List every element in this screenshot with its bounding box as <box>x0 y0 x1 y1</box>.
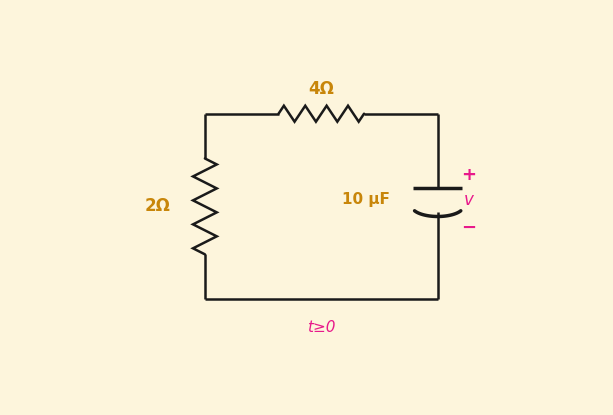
Text: +: + <box>461 166 476 184</box>
Text: 4Ω: 4Ω <box>308 80 334 98</box>
Text: t≥0: t≥0 <box>307 320 335 335</box>
Text: 10 μF: 10 μF <box>343 193 390 208</box>
Text: v: v <box>463 191 473 209</box>
Text: 2Ω: 2Ω <box>145 198 170 215</box>
Text: −: − <box>461 219 476 237</box>
